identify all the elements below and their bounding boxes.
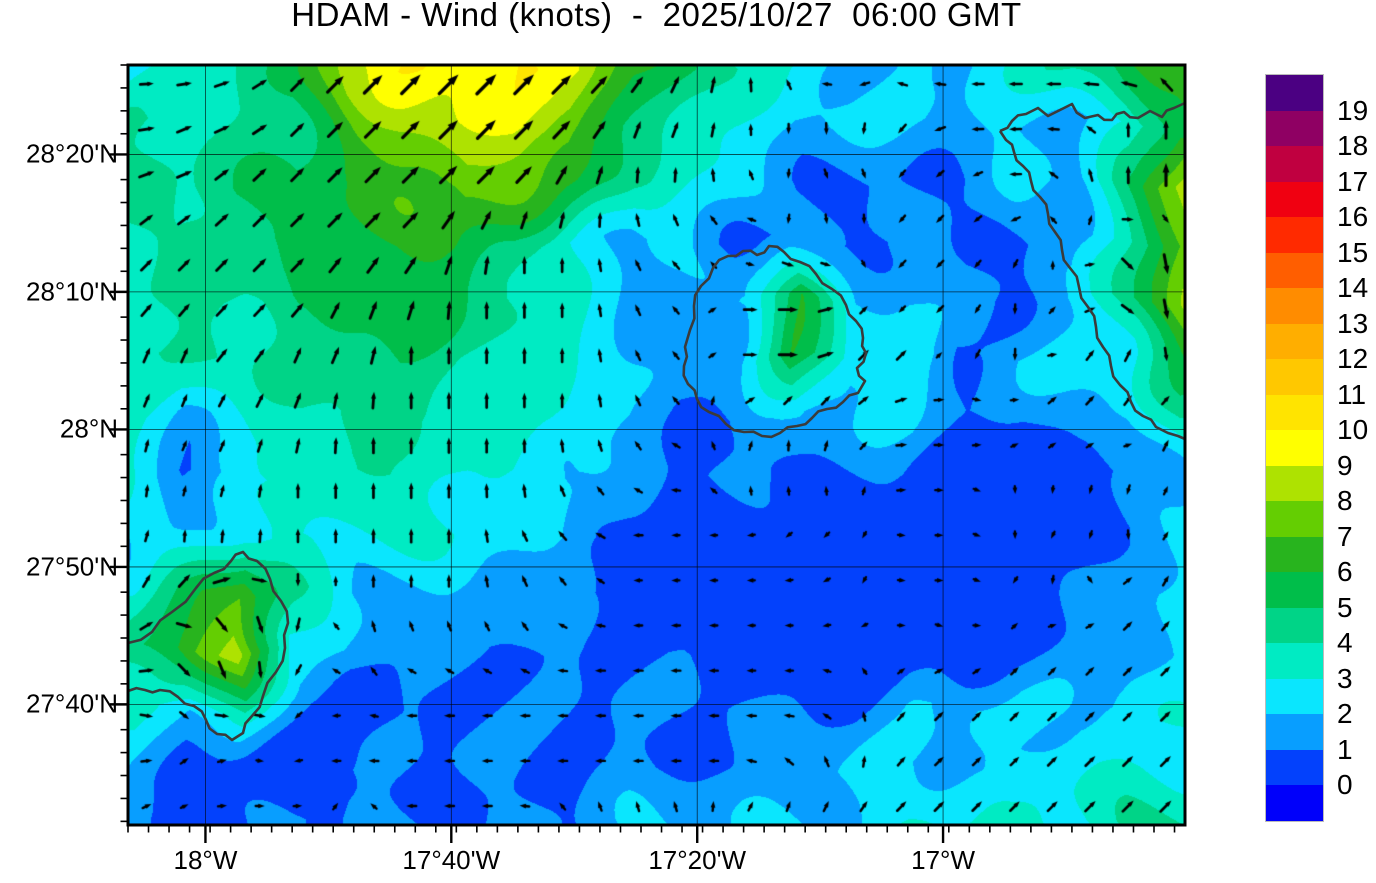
colorbar-label: 15 (1337, 236, 1369, 268)
colorbar-block (1266, 465, 1323, 502)
colorbar-label: 14 (1337, 272, 1369, 303)
colorbar-block (1266, 643, 1323, 679)
x-tick-label: 17°W (911, 845, 975, 875)
colorbar-label: 7 (1337, 520, 1353, 552)
colorbar-block (1266, 323, 1323, 360)
colorbar-block (1266, 714, 1323, 750)
y-tick-label: 28°10'N (26, 276, 118, 307)
colorbar-label: 13 (1337, 307, 1369, 339)
chart-title: HDAM - Wind (knots) - 2025/10/27 06:00 G… (291, 0, 1022, 33)
colorbar-label: 9 (1337, 449, 1353, 481)
colorbar-block (1266, 288, 1323, 324)
colorbar-block (1266, 785, 1323, 821)
y-tick-label: 28°N (59, 413, 118, 444)
colorbar-block (1266, 572, 1323, 608)
y-tick-label: 28°20'N (26, 138, 118, 169)
colorbar-label: 19 (1337, 94, 1369, 126)
wind-field-canvas (128, 65, 1185, 825)
colorbar-block (1266, 181, 1323, 218)
colorbar-label: 18 (1337, 130, 1369, 161)
colorbar-block (1266, 110, 1323, 147)
x-tick-label: 17°40'W (402, 845, 501, 875)
colorbar-label: 3 (1337, 662, 1353, 694)
x-tick-label: 18°W (173, 845, 238, 875)
colorbar-label: 8 (1337, 485, 1353, 516)
x-tick-label: 17°20'W (648, 845, 747, 875)
colorbar-block (1266, 749, 1323, 786)
colorbar-block (1266, 217, 1323, 253)
colorbar-label: 12 (1337, 343, 1369, 374)
colorbar-label: 4 (1337, 627, 1353, 658)
y-tick-label: 27°40'N (26, 688, 118, 719)
colorbar-label: 10 (1337, 414, 1369, 445)
colorbar-label: 1 (1337, 733, 1353, 765)
colorbar-block (1266, 678, 1323, 715)
colorbar-label: 2 (1337, 698, 1353, 729)
colorbar-label: 16 (1337, 201, 1369, 232)
colorbar-label: 11 (1337, 378, 1367, 410)
colorbar-block (1266, 607, 1323, 644)
colorbar-block (1266, 75, 1323, 111)
colorbar-block (1266, 146, 1323, 182)
colorbar-label: 17 (1337, 165, 1369, 197)
colorbar-block (1266, 394, 1323, 431)
colorbar-frame (1265, 74, 1324, 822)
colorbar-block (1266, 430, 1323, 466)
y-tick-label: 27°50'N (26, 551, 118, 582)
colorbar-block (1266, 536, 1323, 573)
colorbar-block (1266, 252, 1323, 289)
colorbar-block (1266, 359, 1323, 395)
colorbar-label: 6 (1337, 556, 1353, 587)
colorbar-label: 0 (1337, 769, 1353, 800)
colorbar-label: 5 (1337, 591, 1353, 623)
colorbar-block (1266, 501, 1323, 537)
